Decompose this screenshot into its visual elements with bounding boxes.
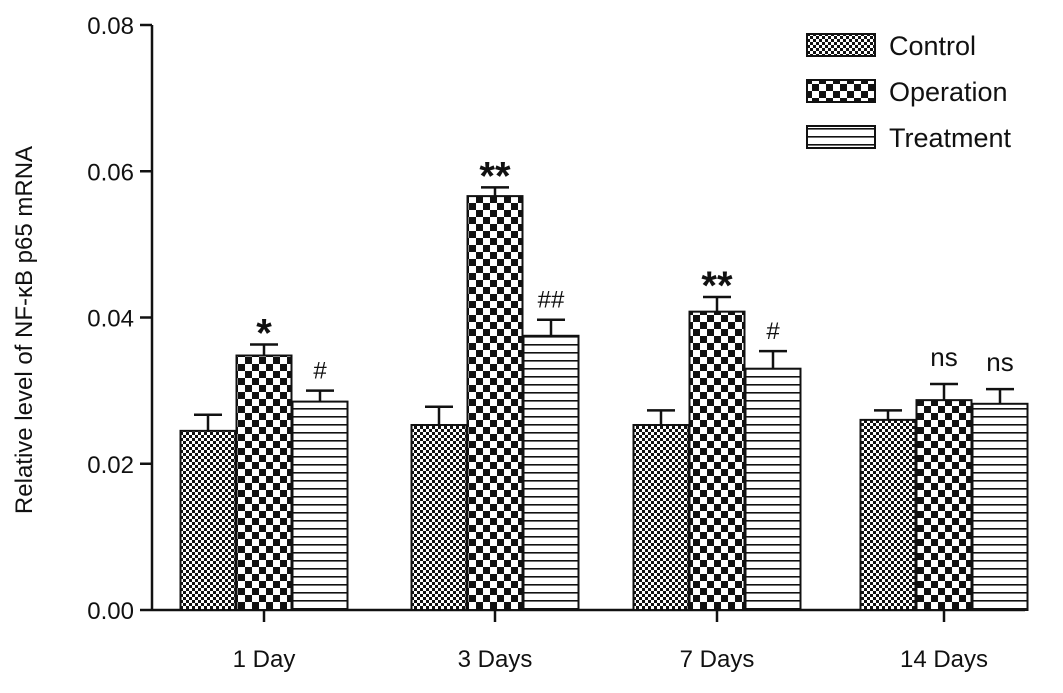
bar-treatment (971, 402, 1029, 611)
bar-operation (688, 310, 746, 611)
legend-swatch-treatment (806, 125, 876, 149)
significance-marker: # (313, 358, 327, 385)
x-category-label: 3 Days (458, 646, 533, 673)
x-category-label: 14 Days (900, 646, 988, 673)
bar-control (859, 418, 917, 611)
bar-treatment (744, 367, 802, 611)
legend-swatch-operation (806, 79, 876, 103)
legend-label: Control (889, 31, 976, 61)
legend-swatch-control (806, 33, 876, 57)
y-tick-label: 0.04 (87, 306, 134, 333)
y-tick-label: 0.02 (87, 452, 134, 479)
y-tick-label: 0.08 (87, 13, 134, 40)
y-tick-label: 0.06 (87, 159, 134, 186)
x-category-label: 1 Day (233, 646, 296, 673)
legend-label: Operation (889, 77, 1008, 107)
bar-treatment (522, 334, 580, 611)
y-tick-label: 0.00 (87, 598, 134, 625)
bar-treatment (291, 400, 349, 611)
significance-marker: # (766, 318, 780, 345)
significance-marker: ## (538, 287, 565, 314)
significance-marker: ** (479, 154, 511, 198)
bar-operation (466, 195, 524, 612)
bar-operation (915, 399, 973, 611)
y-axis-title: Relative level of NF-κB p65 mRNA (11, 146, 38, 514)
legend: Control Operation Treatment (806, 31, 1012, 153)
legend-label: Treatment (889, 123, 1012, 153)
significance-marker: ns (930, 342, 957, 372)
bar-control (179, 429, 237, 611)
significance-marker: ns (986, 347, 1013, 377)
bar-operation (235, 354, 293, 611)
bar-control (632, 423, 690, 611)
significance-marker: ** (701, 264, 733, 308)
x-category-label: 7 Days (680, 646, 755, 673)
significance-marker: * (256, 312, 272, 356)
bar-control (410, 423, 468, 611)
